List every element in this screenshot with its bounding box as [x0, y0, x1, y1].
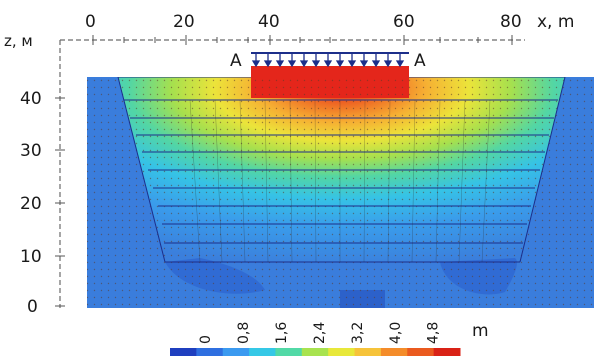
- colorbar-swatch: [380, 348, 408, 356]
- colorbar-tick-label: 2,4: [312, 322, 328, 344]
- x-tick-label: 20: [173, 12, 195, 32]
- load-pad: [251, 66, 409, 78]
- colorbar-tick-label: 1,6: [274, 322, 290, 344]
- colorbar-swatch: [354, 348, 382, 356]
- load-label-left: A: [230, 51, 242, 71]
- colorbar: 0 0,8 1,6 2,4 3,2 4,0 4,8 m: [170, 321, 489, 356]
- colorbar-swatches: [170, 348, 461, 356]
- z-tick-label: 0: [27, 297, 38, 317]
- colorbar-swatch: [301, 348, 329, 356]
- z-axis-ticks: [55, 97, 65, 307]
- colorbar-swatch: [222, 348, 250, 356]
- colorbar-unit: m: [472, 321, 489, 341]
- settlement-field: [87, 77, 594, 308]
- x-tick-label: 40: [258, 12, 280, 32]
- colorbar-swatch: [433, 348, 461, 356]
- colorbar-tick-label: 4,0: [388, 322, 404, 344]
- colorbar-tick-label: 0: [198, 335, 214, 344]
- colorbar-swatch: [328, 348, 356, 356]
- colorbar-swatch: [249, 348, 276, 356]
- mesh-nodes: [87, 77, 594, 308]
- load-label-right: A: [414, 51, 426, 71]
- x-axis-ticks: [92, 35, 513, 45]
- colorbar-tick-label: 3,2: [350, 322, 366, 344]
- z-tick-label: 10: [20, 247, 42, 267]
- x-axis-label: x, m: [537, 12, 574, 32]
- x-tick-label: 60: [393, 12, 415, 32]
- colorbar-swatch: [170, 348, 197, 356]
- colorbar-swatch: [407, 348, 435, 356]
- colorbar-tick-labels: 0 0,8 1,6 2,4 3,2 4,0 4,8: [198, 322, 442, 344]
- colorbar-swatch: [275, 348, 303, 356]
- z-axis: z, м 40 30 20 10 0: [4, 32, 65, 317]
- colorbar-swatch: [196, 348, 224, 356]
- load-arrows: [251, 53, 405, 68]
- x-tick-label: 0: [85, 12, 96, 32]
- distributed-load: A A: [230, 51, 426, 78]
- z-axis-label: z, м: [4, 32, 33, 50]
- z-tick-label: 20: [20, 194, 42, 214]
- z-tick-label: 30: [20, 141, 42, 161]
- vertical-mesh: [189, 99, 491, 263]
- x-axis: 0 20 40 60 80 x, m: [60, 12, 574, 45]
- colorbar-tick-label: 4,8: [426, 322, 442, 344]
- colorbar-tick-label: 0,8: [236, 322, 252, 344]
- x-tick-label: 80: [500, 12, 522, 32]
- layer-lines: [117, 77, 566, 263]
- z-tick-label: 40: [20, 89, 42, 109]
